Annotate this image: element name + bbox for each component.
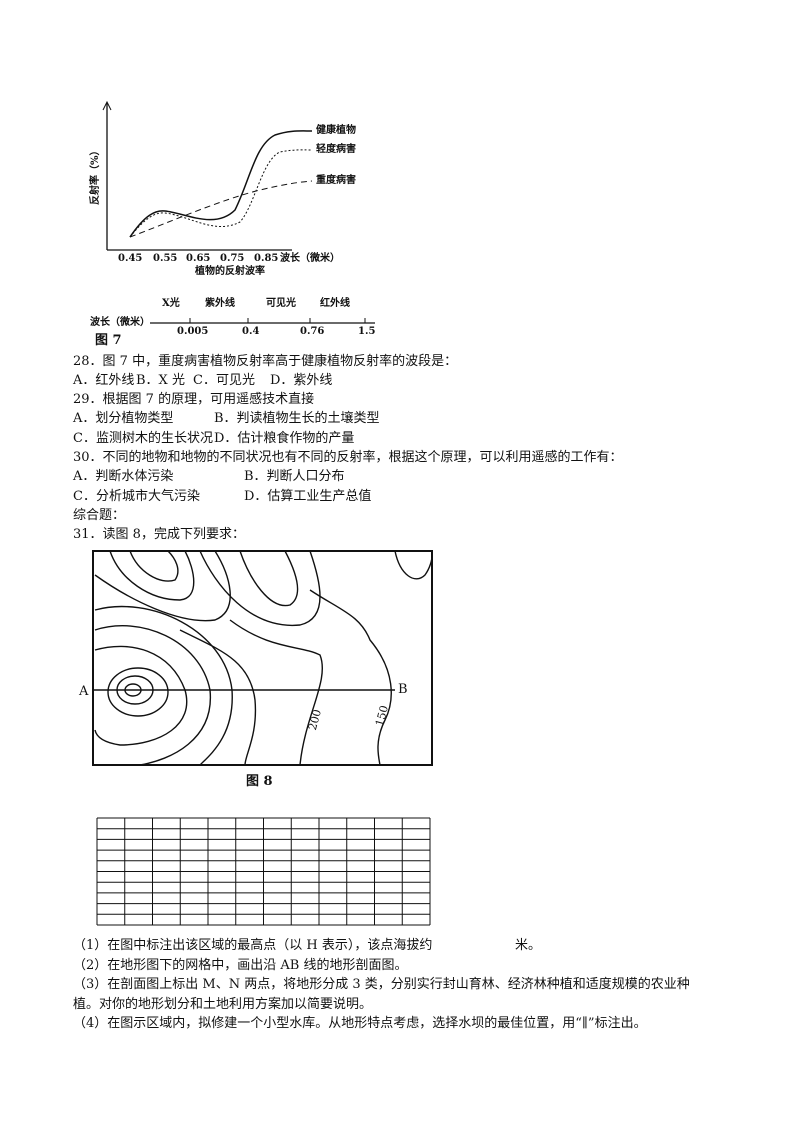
figure8-map bbox=[92, 550, 433, 766]
contour bbox=[199, 550, 321, 626]
caption: 图 8 bbox=[246, 774, 273, 789]
x-tick-label: 0.45 bbox=[118, 253, 143, 264]
y-axis-label: 反射率（%） bbox=[90, 145, 101, 205]
profile-grid bbox=[96, 817, 431, 926]
item: 植。对你的地形划分和土地利用方案加以简要说明。 bbox=[73, 997, 373, 1012]
contour bbox=[116, 675, 154, 705]
option: B．判读植物生长的土壤类型 bbox=[214, 411, 380, 426]
question-stem: 30．不同的地物和地物的不同状况也有不同的反射率，根据这个原理，可以利用遥感的工… bbox=[73, 450, 623, 465]
contour bbox=[109, 550, 195, 601]
spectrum-tick-label: 0.005 bbox=[177, 326, 209, 337]
x-tick-label: 0.85 bbox=[254, 253, 279, 264]
spectrum-tick-label: 0.76 bbox=[300, 326, 325, 337]
option: A．红外线 bbox=[73, 373, 135, 388]
map-frame bbox=[92, 550, 433, 766]
contour bbox=[94, 625, 211, 766]
option: B．X 光 bbox=[136, 373, 185, 388]
option: D．紫外线 bbox=[270, 373, 333, 388]
curve-label: 重度病害 bbox=[316, 175, 356, 186]
option: D．估计粮食作物的产量 bbox=[214, 431, 355, 446]
x-tick-label: 0.65 bbox=[186, 253, 211, 264]
option: C．分析城市大气污染 bbox=[73, 489, 200, 504]
question-stem: 28．图 7 中，重度病害植物反射率高于健康植物反射率的波段是： bbox=[73, 354, 458, 369]
contour bbox=[94, 645, 188, 746]
item: （2）在地形图下的网格中，画出沿 AB 线的地形剖面图。 bbox=[73, 958, 408, 973]
caption: 图 7 bbox=[95, 333, 122, 348]
contour bbox=[94, 605, 233, 766]
band-label: 紫外线 bbox=[205, 298, 235, 309]
option: A．判断水体污染 bbox=[73, 469, 174, 484]
x-axis-label: 波长（微米） bbox=[280, 253, 340, 264]
contour bbox=[129, 550, 179, 582]
item: （1）在图中标注出该区域的最高点（以 H 表示），该点海拔约 bbox=[73, 938, 433, 953]
spectrum-tick-label: 1.5 bbox=[358, 326, 376, 337]
y-arrow bbox=[102, 100, 112, 111]
item: （4）在图示区域内，拟修建一个小型水库。从地形特点考虑，选择水坝的最佳位置，用“… bbox=[73, 1016, 647, 1031]
option: D．估算工业生产总值 bbox=[244, 489, 372, 504]
subtitle: 植物的反射波率 bbox=[195, 266, 265, 277]
curve-label: 健康植物 bbox=[316, 125, 356, 136]
band-label: X光 bbox=[162, 298, 180, 309]
contour bbox=[239, 550, 299, 607]
contour bbox=[124, 683, 142, 697]
item: 米。 bbox=[515, 938, 542, 953]
item: （3）在剖面图上标出 M、N 两点，将地形分成 3 类，分别实行封山育林、经济林… bbox=[73, 977, 690, 992]
heavy-curve bbox=[129, 180, 313, 238]
section-title: 综合题： bbox=[73, 508, 126, 523]
option: C．监测树木的生长状况 bbox=[73, 431, 213, 446]
band-label: 可见光 bbox=[266, 298, 296, 309]
spectrum-tick-label: 0.4 bbox=[242, 326, 260, 337]
river bbox=[394, 550, 433, 580]
band-label: 红外线 bbox=[320, 298, 350, 309]
contour bbox=[94, 550, 231, 622]
option: C．可见光 bbox=[193, 373, 255, 388]
contour-200 bbox=[229, 619, 324, 766]
point-label: A bbox=[79, 684, 89, 699]
contour bbox=[179, 629, 257, 766]
question-stem: 31．读图 8，完成下列要求： bbox=[73, 527, 245, 542]
healthy-curve bbox=[129, 130, 313, 238]
option: B．判断人口分布 bbox=[244, 469, 345, 484]
option: A．划分植物类型 bbox=[73, 411, 174, 426]
question-stem: 29．根据图 7 的原理，可用遥感技术直接 bbox=[73, 392, 315, 407]
light-curve bbox=[129, 149, 313, 238]
spectrum-axis-label: 波长（微米） bbox=[90, 317, 150, 329]
contour-150 bbox=[309, 589, 392, 766]
curve-label: 轻度病害 bbox=[316, 144, 356, 155]
x-tick-label: 0.55 bbox=[153, 253, 178, 264]
point-label: B bbox=[398, 682, 408, 697]
contour bbox=[107, 667, 169, 717]
x-tick-label: 0.75 bbox=[220, 253, 245, 264]
